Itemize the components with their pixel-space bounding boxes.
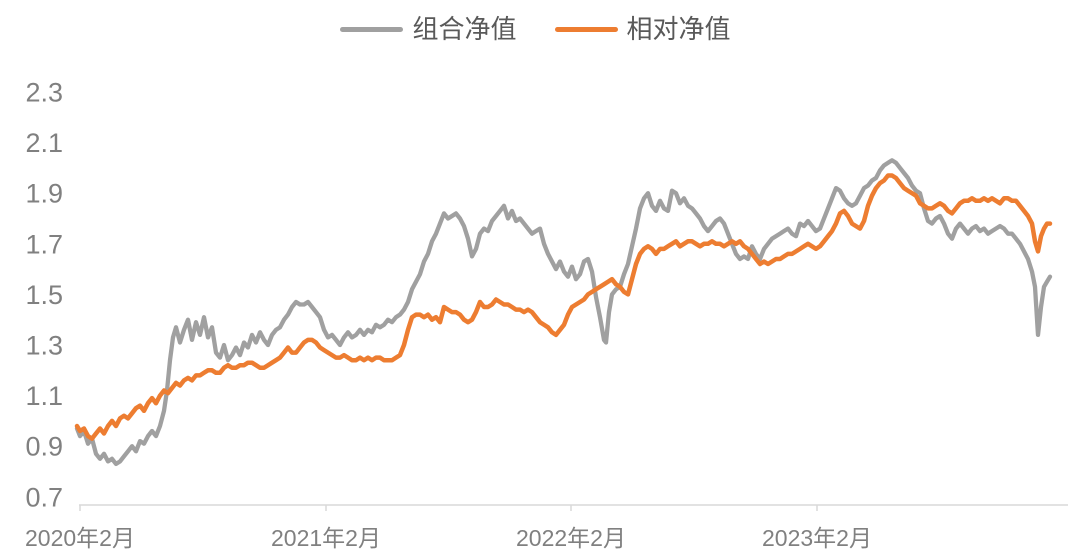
legend-item-relative-net-value: 相对净值 [554,14,731,44]
y-tick-label: 1.1 [25,381,63,411]
y-tick-label: 1.9 [25,179,63,209]
chart-legend: 组合净值 相对净值 [0,16,1071,42]
legend-swatch-gray-line-icon [340,26,404,32]
x-tick-label: 2021年2月 [271,525,381,551]
series-lines [74,158,1053,467]
x-tick-label: 2020年2月 [25,525,135,551]
legend-label-relative-net-value: 相对净值 [626,14,731,44]
legend-swatch-orange-line-icon [554,26,618,32]
y-tick-label: 2.1 [25,128,63,158]
y-tick-label: 0.7 [25,482,63,512]
y-axis-tick-labels: 2.3 2.1 1.9 1.7 1.5 1.3 1.1 0.9 0.7 [25,78,63,513]
x-tick-label: 2022年2月 [516,525,626,551]
y-tick-label: 1.3 [25,331,63,361]
series-line-portfolio [74,158,1053,467]
legend-item-portfolio-net-value: 组合净值 [340,14,517,44]
y-tick-label: 1.5 [25,280,63,310]
y-tick-label: 2.3 [25,78,63,108]
y-tick-label: 1.7 [25,229,63,259]
legend-label-portfolio-net-value: 组合净值 [412,14,517,44]
x-tick-label: 2023年2月 [762,525,872,551]
y-tick-label: 0.9 [25,432,63,462]
x-axis [79,504,1068,511]
series-line-relative [74,173,1053,441]
x-axis-tick-labels: 2020年2月 2021年2月 2022年2月 2023年2月 [25,525,872,551]
